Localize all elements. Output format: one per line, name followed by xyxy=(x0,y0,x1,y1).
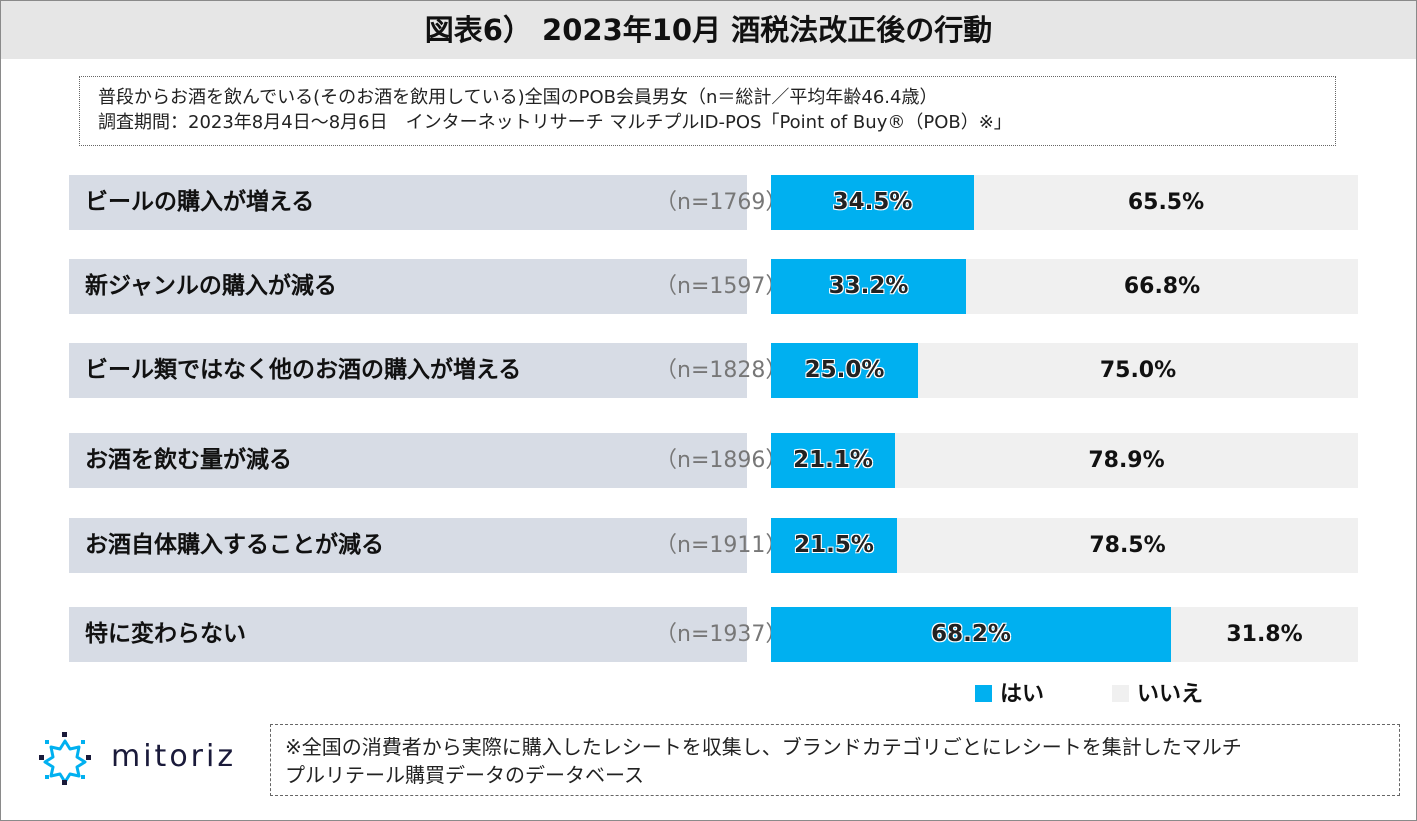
footnote-line-2: プルリテール購買データのデータベース xyxy=(285,763,644,787)
bar-no-2: 25.0% 75.0% xyxy=(771,343,1358,398)
legend-item-no: いいえ xyxy=(1112,680,1203,710)
bar-no-0: 34.5% 65.5% xyxy=(771,175,1358,230)
chart-title: 図表6） 2023年10月 酒税法改正後の行動 xyxy=(1,1,1416,59)
legend-item-yes: はい xyxy=(975,680,1044,710)
footnote-line-1: ※全国の消費者から実際に購入したレシートを収集し、ブランドカテゴリごとにレシート… xyxy=(285,735,1242,759)
mitoriz-logo-icon xyxy=(39,732,91,785)
data-label-no: 78.5% xyxy=(1089,533,1166,558)
data-label-no: 66.8% xyxy=(1123,274,1201,299)
bar-no-1: 33.2% 66.8% xyxy=(771,259,1358,314)
row-label-5: 特に変わらない （n=1937） xyxy=(69,607,787,662)
row-label-0: ビールの購入が増える （n=1769） xyxy=(69,175,787,230)
legend-swatch-yes xyxy=(975,685,992,702)
row-label-2: ビール類ではなく他のお酒の購入が増える （n=1828） xyxy=(69,343,787,398)
row-label-1: 新ジャンルの購入が減る （n=1597） xyxy=(69,259,787,314)
category-label: 新ジャンルの購入が減る xyxy=(85,273,337,299)
bar-no-4: 21.5% 78.5% xyxy=(771,518,1358,573)
data-label-no: 65.5% xyxy=(1127,190,1205,215)
mitoriz-logo-text: mitoriz xyxy=(111,739,237,774)
data-label-yes: 25.0% xyxy=(804,357,885,383)
bar-no-3: 21.1% 78.9% xyxy=(771,433,1358,488)
sample-size-label: （n=1937） xyxy=(655,622,788,647)
data-label-no: 31.8% xyxy=(1226,622,1303,647)
data-label-yes: 33.2% xyxy=(828,273,909,299)
legend-label-yes: はい xyxy=(1000,682,1045,707)
sample-size-label: （n=1911） xyxy=(655,533,788,558)
footnote-box: ※全国の消費者から実際に購入したレシートを収集し、ブランドカテゴリごとにレシート… xyxy=(270,724,1400,796)
survey-info-box: 普段からお酒を飲んでいる(そのお酒を飲用している)全国のPOB会員男女（n＝総計… xyxy=(79,76,1336,146)
legend-swatch-no xyxy=(1112,685,1129,702)
data-label-yes: 21.1% xyxy=(793,447,873,473)
sample-size-label: （n=1896） xyxy=(655,448,788,473)
data-label-yes: 68.2% xyxy=(931,621,1011,647)
survey-info-line-1: 普段からお酒を飲んでいる(そのお酒を飲用している)全国のPOB会員男女（n＝総計… xyxy=(98,87,938,108)
data-label-no: 75.0% xyxy=(1099,358,1177,383)
sample-size-label: （n=1769） xyxy=(655,190,788,215)
legend-label-no: いいえ xyxy=(1137,682,1204,707)
bar-yes-1 xyxy=(771,259,966,314)
category-label: ビールの購入が増える xyxy=(85,189,315,215)
data-label-no: 78.9% xyxy=(1088,448,1165,473)
bar-no-5: 68.2% 31.8% xyxy=(771,607,1358,662)
data-label-yes: 34.5% xyxy=(832,189,913,215)
category-label: お酒自体購入することが減る xyxy=(85,532,384,558)
sample-size-label: （n=1828） xyxy=(655,358,788,383)
data-label-yes: 21.5% xyxy=(794,532,874,558)
survey-info-line-2: 調査期間：2023年8月4日～8月6日 インターネットリサーチ マルチプルID-… xyxy=(98,112,1012,133)
bar-yes-5 xyxy=(771,607,1171,662)
mitoriz-logo: mitoriz xyxy=(35,731,265,787)
bar-yes-4 xyxy=(771,518,897,573)
category-label: 特に変わらない xyxy=(85,621,246,647)
row-label-3: お酒を飲む量が減る （n=1896） xyxy=(69,433,787,488)
sample-size-label: （n=1597） xyxy=(655,274,788,299)
bar-yes-2 xyxy=(771,343,918,398)
row-label-4: お酒自体購入することが減る （n=1911） xyxy=(69,518,787,573)
bar-yes-0 xyxy=(771,175,974,230)
category-label: お酒を飲む量が減る xyxy=(85,447,292,473)
category-label: ビール類ではなく他のお酒の購入が増える xyxy=(85,357,522,383)
bar-yes-3 xyxy=(771,433,895,488)
